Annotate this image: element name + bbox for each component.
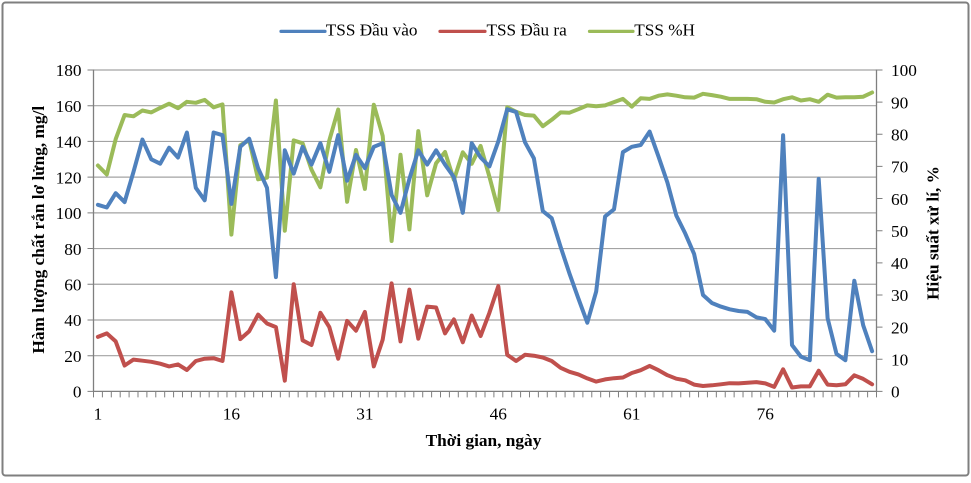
- svg-text:50: 50: [891, 222, 908, 241]
- svg-text:TSS Đầu vào: TSS Đầu vào: [326, 21, 418, 40]
- svg-text:90: 90: [891, 93, 908, 112]
- svg-text:180: 180: [56, 61, 82, 80]
- svg-text:30: 30: [891, 286, 908, 305]
- svg-text:0: 0: [891, 383, 900, 402]
- svg-text:TSS %H: TSS %H: [634, 21, 695, 40]
- svg-text:40: 40: [891, 254, 908, 273]
- svg-text:46: 46: [490, 405, 508, 424]
- svg-text:16: 16: [223, 405, 241, 424]
- svg-text:0: 0: [73, 383, 82, 402]
- svg-text:61: 61: [623, 405, 640, 424]
- svg-text:80: 80: [64, 240, 81, 259]
- svg-text:40: 40: [64, 311, 81, 330]
- svg-text:Thời gian, ngày: Thời gian, ngày: [426, 431, 542, 450]
- svg-text:76: 76: [757, 405, 775, 424]
- svg-text:Hàm lượng chất rắn lơ lửng, mg: Hàm lượng chất rắn lơ lửng, mg/l: [29, 106, 48, 354]
- svg-text:100: 100: [56, 204, 82, 223]
- svg-text:20: 20: [64, 347, 81, 366]
- svg-text:20: 20: [891, 318, 908, 337]
- svg-text:70: 70: [891, 158, 908, 177]
- svg-text:60: 60: [64, 276, 81, 295]
- svg-text:60: 60: [891, 190, 908, 209]
- svg-text:120: 120: [56, 168, 82, 187]
- svg-text:31: 31: [356, 405, 373, 424]
- svg-text:160: 160: [56, 97, 82, 116]
- svg-text:10: 10: [891, 351, 908, 370]
- svg-text:TSS Đầu ra: TSS Đầu ra: [487, 21, 568, 40]
- svg-text:140: 140: [56, 133, 82, 152]
- svg-text:Hiệu suất xử lí, %: Hiệu suất xử lí, %: [924, 166, 943, 300]
- svg-text:1: 1: [94, 405, 103, 424]
- svg-text:80: 80: [891, 126, 908, 145]
- svg-text:100: 100: [891, 61, 917, 80]
